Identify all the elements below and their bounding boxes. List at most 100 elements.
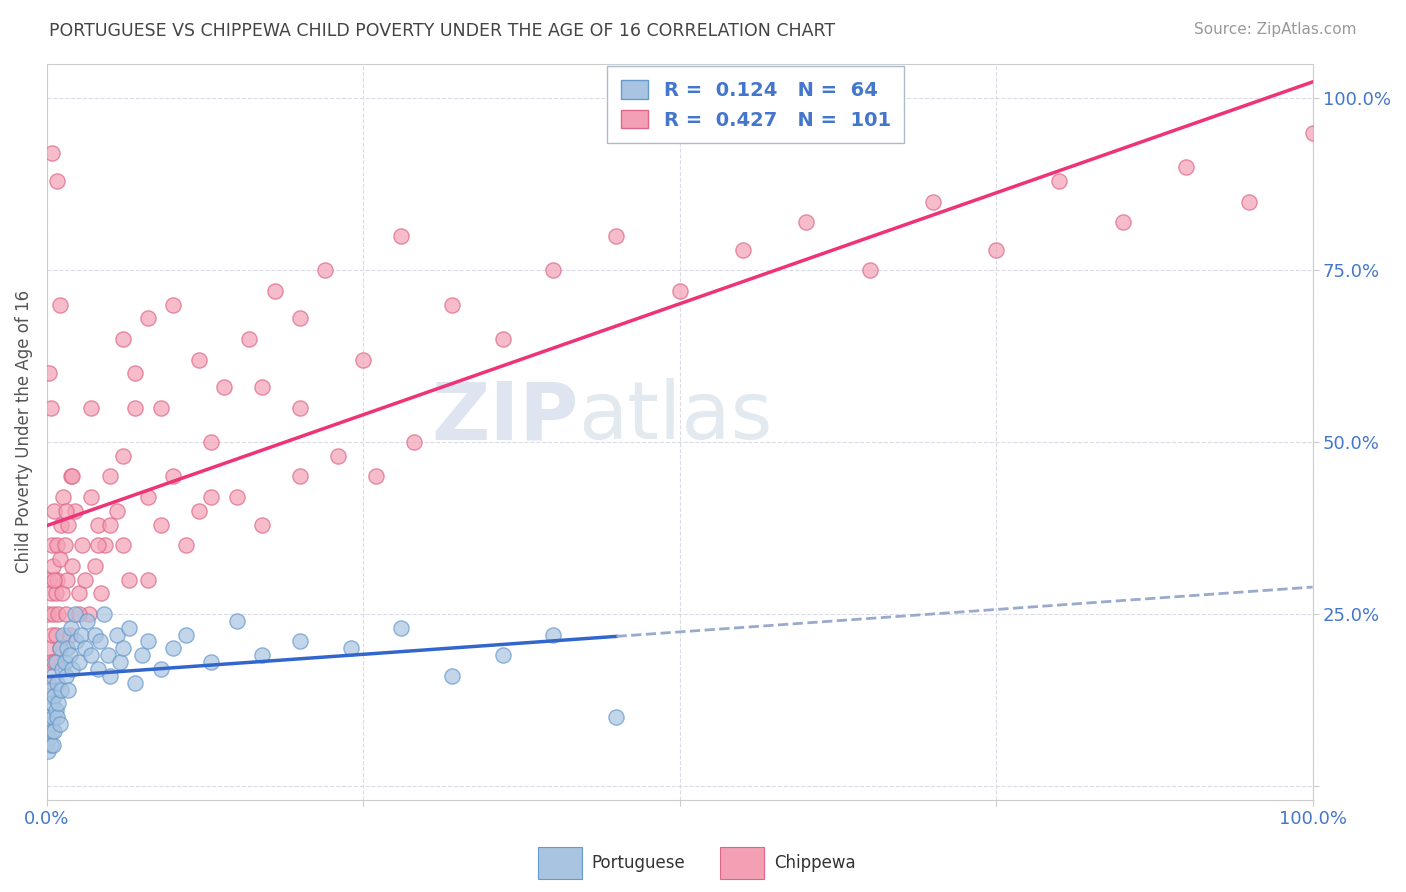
Point — [72, 538, 94, 552]
Point — [80, 648, 103, 663]
Point — [37, 607, 59, 621]
Point — [39, 586, 62, 600]
Point — [65, 634, 87, 648]
Point — [42, 607, 65, 621]
Point — [37, 675, 59, 690]
Point — [45, 586, 67, 600]
Point — [46, 710, 69, 724]
Point — [45, 655, 67, 669]
Point — [1112, 215, 1135, 229]
Point — [131, 648, 153, 663]
Point — [389, 228, 412, 243]
Point — [1239, 194, 1261, 209]
Point — [136, 311, 159, 326]
Point — [86, 517, 108, 532]
Point — [440, 298, 463, 312]
Point — [38, 731, 60, 745]
Point — [174, 538, 197, 552]
Point — [52, 627, 75, 641]
Point — [389, 621, 412, 635]
Point — [48, 717, 70, 731]
Point — [124, 675, 146, 690]
Point — [105, 504, 128, 518]
Point — [41, 696, 63, 710]
Point — [149, 517, 172, 532]
Point — [46, 696, 69, 710]
Point — [541, 263, 564, 277]
Y-axis label: Child Poverty Under the Age of 16: Child Poverty Under the Age of 16 — [15, 290, 32, 574]
Bar — [720, 847, 763, 880]
Point — [200, 435, 222, 450]
Point — [53, 538, 76, 552]
Point — [59, 469, 82, 483]
Point — [45, 627, 67, 641]
Point — [364, 469, 387, 483]
Point — [339, 641, 361, 656]
Point — [55, 669, 77, 683]
Text: Chippewa: Chippewa — [773, 854, 855, 872]
Point — [56, 573, 79, 587]
Point — [41, 146, 63, 161]
Point — [60, 469, 83, 483]
Point — [97, 648, 120, 663]
Point — [59, 621, 82, 635]
Point — [541, 627, 564, 641]
Point — [110, 655, 132, 669]
Point — [44, 655, 66, 669]
Point — [38, 690, 60, 704]
Point — [46, 174, 69, 188]
Point — [58, 682, 80, 697]
Point — [39, 655, 62, 669]
Point — [84, 627, 107, 641]
Point — [60, 662, 83, 676]
Point — [39, 738, 62, 752]
Point — [77, 607, 100, 621]
Point — [80, 490, 103, 504]
Point — [402, 435, 425, 450]
Point — [39, 717, 62, 731]
Point — [93, 607, 115, 621]
Point — [48, 552, 70, 566]
Point — [118, 621, 141, 635]
Point — [67, 607, 90, 621]
Point — [187, 352, 209, 367]
Point — [491, 332, 513, 346]
Point — [42, 669, 65, 683]
Point — [794, 215, 817, 229]
Point — [250, 648, 273, 663]
Point — [118, 573, 141, 587]
Point — [136, 573, 159, 587]
Point — [48, 641, 70, 656]
Point — [37, 710, 59, 724]
Point — [73, 573, 96, 587]
Point — [38, 573, 60, 587]
Point — [111, 538, 134, 552]
Point — [858, 263, 880, 277]
Point — [56, 641, 79, 656]
Point — [38, 641, 60, 656]
Point — [44, 504, 66, 518]
Point — [73, 641, 96, 656]
Point — [136, 634, 159, 648]
Text: PORTUGUESE VS CHIPPEWA CHILD POVERTY UNDER THE AGE OF 16 CORRELATION CHART: PORTUGUESE VS CHIPPEWA CHILD POVERTY UND… — [49, 22, 835, 40]
Point — [89, 634, 111, 648]
Point — [326, 449, 349, 463]
Point — [55, 504, 77, 518]
Point — [86, 538, 108, 552]
Text: atlas: atlas — [578, 378, 773, 456]
Point — [41, 723, 63, 738]
Point — [46, 538, 69, 552]
Point — [605, 228, 627, 243]
Point — [162, 469, 184, 483]
Point — [98, 469, 121, 483]
Point — [149, 662, 172, 676]
Point — [187, 504, 209, 518]
Point — [162, 641, 184, 656]
Point — [1175, 160, 1198, 174]
Point — [48, 641, 70, 656]
Point — [250, 380, 273, 394]
Point — [63, 504, 86, 518]
Point — [63, 607, 86, 621]
Point — [42, 710, 65, 724]
Legend: R =  0.124   N =  64, R =  0.427   N =  101: R = 0.124 N = 64, R = 0.427 N = 101 — [607, 66, 904, 144]
